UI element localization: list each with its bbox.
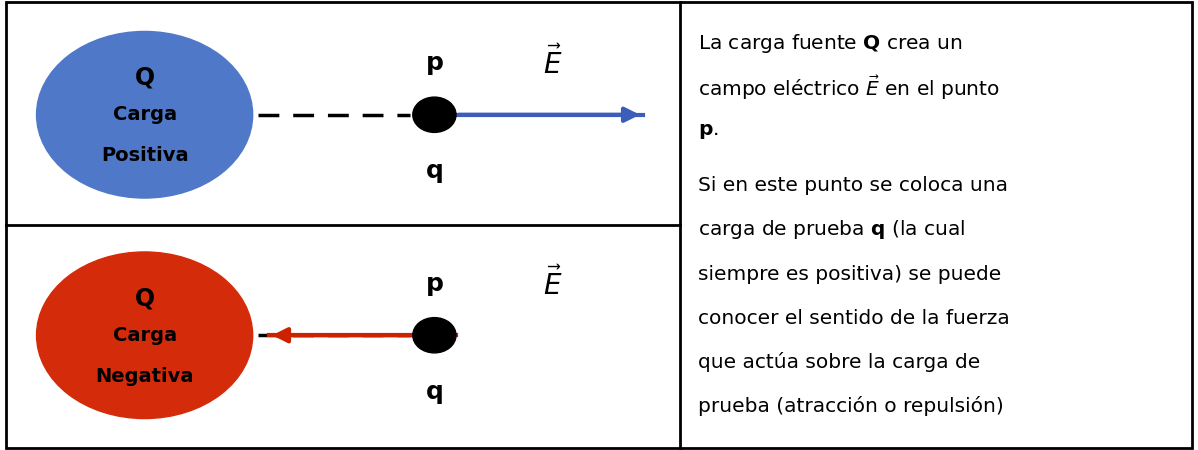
Text: Negativa: Negativa: [96, 367, 194, 386]
Ellipse shape: [37, 32, 253, 198]
Text: q: q: [425, 159, 443, 183]
Text: Q: Q: [134, 66, 155, 90]
Text: Si en este punto se coloca una: Si en este punto se coloca una: [697, 176, 1008, 195]
Text: q: q: [425, 380, 443, 404]
Text: carga de prueba $\mathbf{q}$ (la cual: carga de prueba $\mathbf{q}$ (la cual: [697, 218, 964, 241]
Text: Q: Q: [134, 286, 155, 310]
Text: Carga: Carga: [113, 326, 176, 345]
Ellipse shape: [413, 97, 456, 132]
Text: $\vec{E}$: $\vec{E}$: [543, 46, 562, 81]
Text: que actúa sobre la carga de: que actúa sobre la carga de: [697, 352, 980, 372]
Text: p: p: [425, 51, 443, 75]
Text: campo eléctrico $\vec{\mathit{E}}$ en el punto: campo eléctrico $\vec{\mathit{E}}$ en el…: [697, 73, 999, 102]
Ellipse shape: [413, 318, 456, 353]
Text: $\vec{E}$: $\vec{E}$: [543, 267, 562, 301]
Text: Positiva: Positiva: [101, 146, 188, 166]
Text: conocer el sentido de la fuerza: conocer el sentido de la fuerza: [697, 309, 1010, 328]
Text: $\mathbf{p}$.: $\mathbf{p}$.: [697, 122, 719, 141]
Text: p: p: [425, 272, 443, 296]
Ellipse shape: [37, 252, 253, 418]
Text: La carga fuente $\mathbf{Q}$ crea un: La carga fuente $\mathbf{Q}$ crea un: [697, 32, 962, 55]
Text: siempre es positiva) se puede: siempre es positiva) se puede: [697, 265, 1000, 284]
Text: prueba (atracción o repulsión): prueba (atracción o repulsión): [697, 396, 1004, 416]
Text: Carga: Carga: [113, 105, 176, 124]
